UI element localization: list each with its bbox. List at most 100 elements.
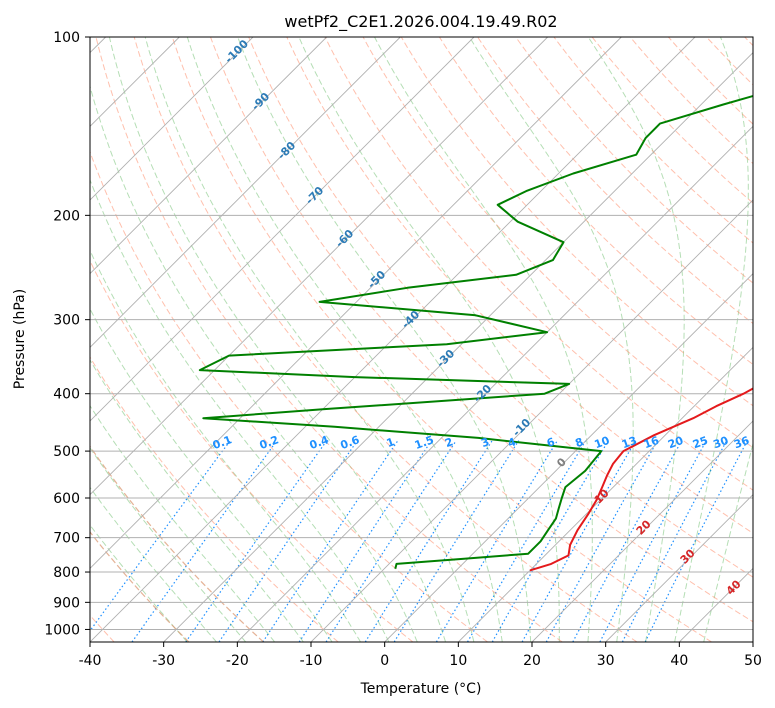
mixing-ratio-label: 20 xyxy=(666,434,685,452)
mixing-ratio-line xyxy=(599,440,707,642)
mixing-ratio-label: 0.6 xyxy=(339,433,362,452)
dry-adiabat xyxy=(400,37,753,407)
mixing-ratio-label: 16 xyxy=(642,434,661,452)
isobars xyxy=(90,37,753,630)
skewed-isotherms xyxy=(90,37,753,642)
moist-adiabat xyxy=(674,37,749,642)
plot-frame xyxy=(89,36,754,643)
y-axis-label: Pressure (hPa) xyxy=(12,289,28,389)
isotherm-line xyxy=(163,52,753,642)
isotherm-line xyxy=(458,346,753,642)
isotherm-line xyxy=(90,37,548,496)
isotherm-line xyxy=(237,125,753,642)
dry-adiabat xyxy=(210,37,753,623)
temperature-line xyxy=(529,387,753,572)
moist-adiabat xyxy=(298,37,560,642)
mixing-ratio-label: 1 xyxy=(385,435,397,450)
y-tick-label: 600 xyxy=(53,491,80,507)
x-tick-label: -30 xyxy=(152,653,175,669)
mixing-ratio-label: 4 xyxy=(506,435,518,450)
x-tick-label: 20 xyxy=(523,653,541,669)
mixing-ratio-label: 3 xyxy=(479,435,491,450)
dry-adiabat xyxy=(90,531,190,642)
dry-adiabat xyxy=(133,37,638,642)
y-tick-label: 900 xyxy=(53,595,80,611)
mixing-ratio-line xyxy=(466,440,587,642)
dry-adiabat xyxy=(90,356,339,642)
mixing-ratio-label: 36 xyxy=(732,434,751,452)
mixing-ratio-line xyxy=(521,440,637,642)
isotherm-line xyxy=(90,37,475,422)
mixing-ratio-line xyxy=(435,440,558,642)
moist-adiabat xyxy=(90,486,217,642)
isotherm-line xyxy=(90,37,696,642)
dry-adiabat xyxy=(90,259,414,642)
y-tick-label: 800 xyxy=(53,565,80,581)
x-tick-label: 10 xyxy=(449,653,467,669)
x-tick-label: 30 xyxy=(597,653,615,669)
dry-adiabat xyxy=(591,37,753,204)
mixing-ratio-label: 6 xyxy=(545,435,557,450)
moist-adiabat xyxy=(108,37,446,642)
moist-adiabat xyxy=(144,37,475,642)
mixing-ratio-label: 2 xyxy=(443,435,455,450)
moist-adiabat xyxy=(90,358,304,642)
mixing-ratio-label: 0.1 xyxy=(211,433,234,452)
dry-adiabat xyxy=(477,37,753,325)
y-tick-label: 700 xyxy=(53,531,80,547)
moist-adiabat xyxy=(90,178,390,642)
mixing-ratio-label: 1.5 xyxy=(413,433,436,452)
moist-adiabat xyxy=(469,37,634,642)
mixing-ratio-line xyxy=(644,440,748,642)
y-tick-label: 400 xyxy=(53,387,80,403)
dewpoint-line xyxy=(198,94,753,570)
mixing-ratio-label: 30 xyxy=(711,434,730,452)
moist-adiabat xyxy=(90,524,188,642)
mixing-ratio-line xyxy=(298,440,432,642)
isotherm-line xyxy=(90,37,622,569)
moist-adiabat xyxy=(587,37,685,642)
dry-adiabat xyxy=(438,37,753,366)
dry-adiabat xyxy=(629,37,753,165)
x-axis-ticks: -40 -30 -20 -10 0 10 20 30 40 50 xyxy=(79,642,762,669)
dry-adiabat xyxy=(90,150,488,642)
mixing-ratio-line xyxy=(185,440,328,642)
mixing-ratio-label: 10 xyxy=(593,434,612,452)
mixing-ratio-line xyxy=(218,440,358,642)
dry-adiabat xyxy=(248,37,753,578)
moist-adiabat xyxy=(90,84,418,642)
isotherm-line xyxy=(605,494,753,642)
y-tick-label: 200 xyxy=(53,208,80,224)
isotherm-line xyxy=(384,273,753,642)
x-tick-label: 0 xyxy=(380,653,389,669)
mixing-ratio-line xyxy=(491,440,609,642)
y-axis-ticks: 100 200 300 400 500 600 700 800 900 1000 xyxy=(44,30,90,638)
isotherm-line xyxy=(531,420,753,642)
mixing-ratio-line xyxy=(393,440,520,642)
dry-adiabat xyxy=(324,37,753,491)
isotherm-line xyxy=(90,37,401,348)
y-tick-label: 300 xyxy=(53,313,80,329)
x-tick-label: 50 xyxy=(744,653,762,669)
mixing-ratio-line xyxy=(621,440,728,642)
x-tick-label: -10 xyxy=(300,653,323,669)
isotherm-line xyxy=(90,37,254,201)
isotherm-line xyxy=(310,199,753,642)
x-tick-label: -20 xyxy=(226,653,249,669)
dry-adiabat xyxy=(515,37,753,284)
plot-area: -100-90-80-70-60-50-40-30-20-10010203040… xyxy=(90,37,753,642)
mixing-ratio-label: 0.2 xyxy=(258,433,281,452)
dry-adiabat xyxy=(553,37,753,244)
isotherm-line xyxy=(90,37,327,275)
sounding-series xyxy=(198,94,753,572)
moist-adiabat xyxy=(90,447,247,642)
x-tick-label: -40 xyxy=(79,653,102,669)
y-tick-label: 1000 xyxy=(44,622,80,638)
x-tick-label: 40 xyxy=(670,653,688,669)
mixing-ratio-line xyxy=(90,440,231,632)
moist-adiabat xyxy=(374,37,593,642)
x-axis-label: Temperature (°C) xyxy=(360,681,482,697)
y-tick-label: 500 xyxy=(53,444,80,460)
